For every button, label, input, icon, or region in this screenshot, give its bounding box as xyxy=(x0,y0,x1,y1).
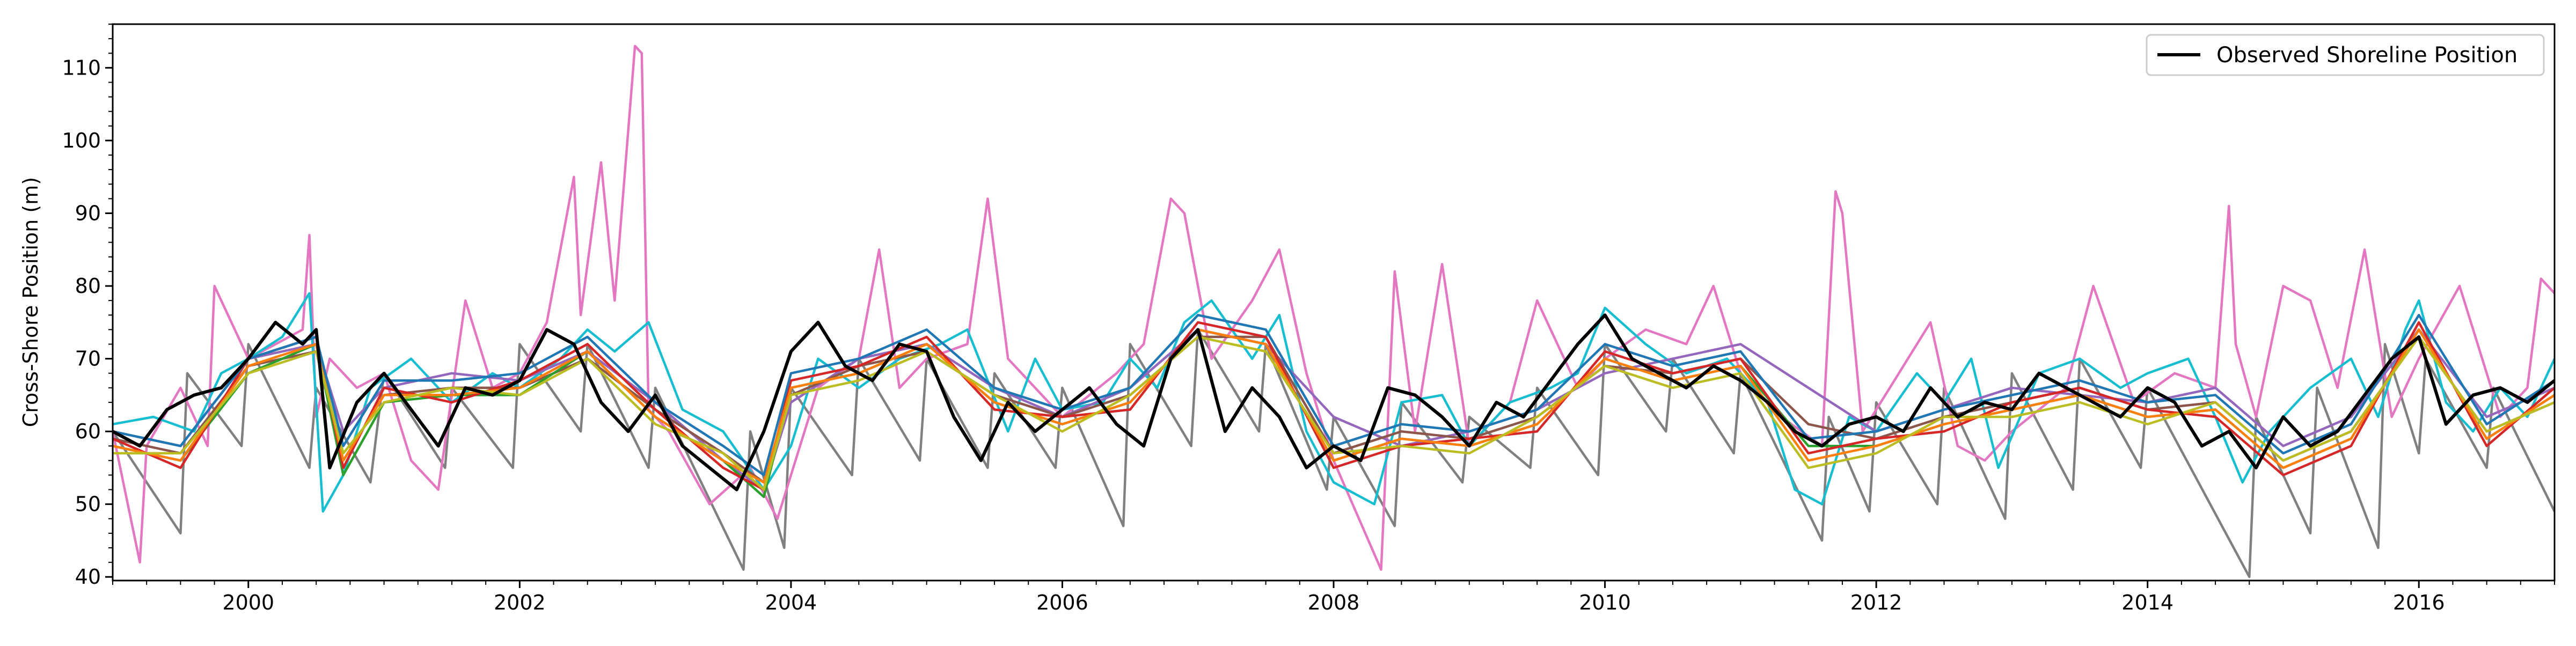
series-line-8 xyxy=(113,328,2555,484)
y-tick-label: 40 xyxy=(75,565,101,589)
plot-area xyxy=(113,45,2555,578)
x-tick-label: 2012 xyxy=(1850,591,1902,614)
y-tick-label: 50 xyxy=(75,493,101,516)
y-tick-label: 90 xyxy=(75,201,101,225)
x-tick-label: 2016 xyxy=(2393,591,2445,614)
y-axis-label: Cross-Shore Position (m) xyxy=(19,177,42,427)
series-line-10 xyxy=(113,313,2555,476)
x-tick-label: 2000 xyxy=(222,591,274,614)
y-tick-label: 80 xyxy=(75,274,101,298)
legend: Observed Shoreline Position xyxy=(2146,34,2545,76)
series-line-observed xyxy=(113,313,2555,491)
x-tick-label: 2010 xyxy=(1579,591,1631,614)
y-tick-label: 110 xyxy=(62,56,101,79)
legend-label: Observed Shoreline Position xyxy=(2216,43,2518,68)
y-tick-label: 100 xyxy=(62,129,101,152)
x-tick-label: 2006 xyxy=(1036,591,1088,614)
series-line-2 xyxy=(113,45,2555,571)
y-tick-label: 60 xyxy=(75,420,101,443)
axis-ticks: 2000 2002 2004 2006 2008 2010 2012 2014 2016 40 50… xyxy=(62,24,2555,614)
series-line-7 xyxy=(113,321,2555,491)
x-tick-label: 2014 xyxy=(2121,591,2174,614)
x-tick-label: 2008 xyxy=(1308,591,1360,614)
x-tick-label: 2004 xyxy=(765,591,817,614)
legend-box xyxy=(2146,34,2545,76)
y-tick-label: 70 xyxy=(75,347,101,371)
x-tick-label: 2002 xyxy=(494,591,546,614)
